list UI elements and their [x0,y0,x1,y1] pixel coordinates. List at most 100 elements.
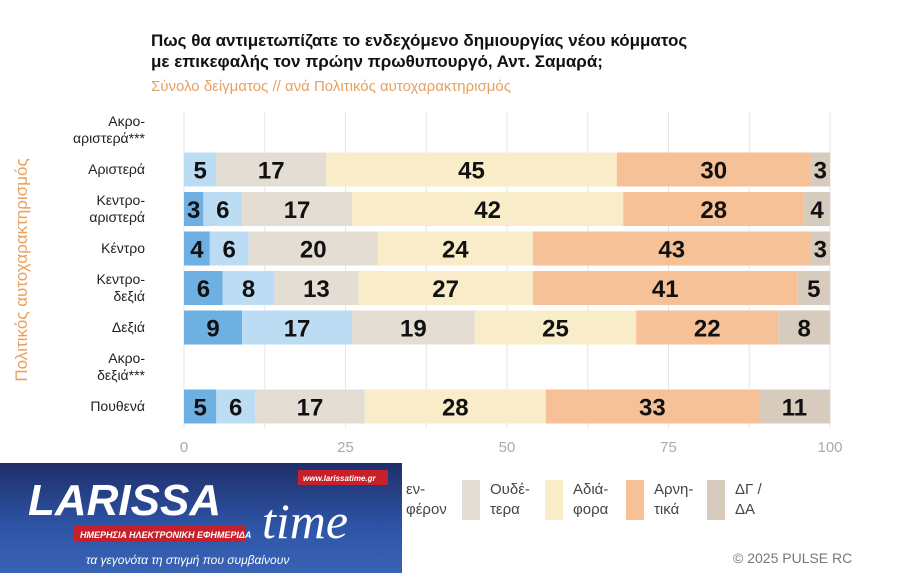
data-label: 27 [432,276,459,303]
chart-title: Πως θα αντιμετωπίζατε το ενδεχόμενο δημι… [151,30,687,72]
data-label: 33 [639,395,666,422]
bar-segment [326,152,617,187]
category-label-line: αριστερά*** [73,130,145,146]
logo-tagline-badge [74,526,246,542]
bar-segment [810,152,830,187]
legend-label-line: εν- [406,481,426,498]
title-line-1: Πως θα αντιμετωπίζατε το ενδεχόμενο δημι… [151,31,688,50]
bar-segment [222,271,275,305]
legend-item: Αρνη-τικά [626,480,704,520]
category-label: Κεντρο-δεξιά [45,271,145,305]
legend-label: ΔΓ / ΔΑ [735,480,785,520]
category-label-line: Ακρο- [108,113,145,129]
data-label: 17 [284,197,311,224]
larissatime-logo: www.larissatime.gr LARISSA time ΗΜΕΡΗΣΙΑ… [0,463,402,573]
bar-segment [209,231,249,266]
data-label: 28 [700,197,727,224]
bar-segment [216,389,256,424]
category-label: Δεξιά [45,319,145,336]
title-line-2: με επικεφαλής τον πρώην πρωθυπουργό, Αντ… [151,52,603,71]
bar-segment [274,271,359,305]
x-tick-label: 75 [660,439,677,456]
category-label: Ακρο-δεξιά*** [45,350,145,384]
legend-label: εν-φέρον [406,480,456,520]
data-label: 6 [223,237,236,264]
data-label: 17 [297,395,324,422]
logo-graphic: www.larissatime.gr LARISSA time ΗΜΕΡΗΣΙΑ… [28,470,388,567]
bar-segment [804,192,830,226]
category-label-line: αριστερά [89,209,145,225]
logo-url: www.larissatime.gr [303,474,377,483]
bar-segment [623,192,805,226]
bar-segment [248,231,378,266]
legend-label: Ουδέ-τερα [490,480,540,520]
bar-segment [616,152,811,187]
data-label: 6 [197,276,210,303]
bar-segment [242,192,352,226]
bar-segment [474,310,637,345]
category-label-line: Αριστερά [88,161,145,177]
legend-swatch [462,480,480,520]
logo-tagline: ΗΜΕΡΗΣΙΑ ΗΛΕΚΤΡΟΝΙΚΗ ΕΦΗΜΕΡΙΔΑ [80,530,251,540]
legend-item: ΔΓ / ΔΑ [707,480,785,520]
data-label: 3 [814,237,827,264]
data-label: 43 [658,237,685,264]
data-label: 30 [700,158,727,185]
category-label-line: Κεντρο- [96,192,145,208]
x-tick-label: 25 [337,439,354,456]
bar-segment [184,152,217,187]
legend-swatch [545,480,563,520]
logo-time: time [262,493,348,549]
bar-segment [358,271,533,305]
legend-label-line: ΔΑ [735,501,756,518]
data-label: 13 [303,276,330,303]
data-label: 45 [458,158,485,185]
bar-segment [636,310,779,345]
legend-swatch [626,480,644,520]
x-tick-label: 0 [180,439,188,456]
category-label-line: δεξιά [113,288,145,304]
data-label: 8 [797,316,810,343]
x-tick-label: 100 [817,439,842,456]
legend-label: Αδιά-φορα [573,480,623,520]
data-label: 3 [187,197,200,224]
bar-segment [810,231,830,266]
logo-slogan: τα γεγονότα τη στιγμή που συμβαίνουν [86,553,289,567]
legend-label-line: ΔΓ / [735,481,762,498]
legend-label-line: Αρνη- [654,481,694,498]
bar-segment [364,389,546,424]
data-label: 5 [193,158,206,185]
data-label: 3 [814,158,827,185]
data-label: 41 [652,276,679,303]
bar-segment [545,389,759,424]
logo-url-badge [298,470,388,485]
bar-segment [758,389,830,424]
category-label-line: δεξιά*** [97,367,145,383]
category-label-line: Κεντρο- [96,271,145,287]
category-label: Κέντρο [45,240,145,257]
data-label: 8 [242,276,255,303]
category-label-line: Ακρο- [108,350,145,366]
bar-segment [203,192,243,226]
legend-label-line: τερα [490,501,520,518]
data-label: 28 [442,395,469,422]
data-label: 19 [400,316,427,343]
category-label: Ακρο-αριστερά*** [45,113,145,147]
legend-swatch [707,480,725,520]
data-label: 6 [216,197,229,224]
data-label: 22 [694,316,721,343]
category-label-line: Κέντρο [101,240,145,256]
category-label: Πουθενά [45,398,145,415]
bar-segment [184,389,217,424]
data-label: 25 [542,316,569,343]
bar-segment [351,310,475,345]
data-label: 5 [193,395,206,422]
legend-item: Αδιά-φορα [545,480,623,520]
category-label: Αριστερά [45,161,145,178]
legend-label: Αρνη-τικά [654,480,704,520]
category-label: Κεντρο-αριστερά [45,192,145,226]
bar-segment [184,310,243,345]
data-label: 24 [442,237,469,264]
copyright: © 2025 PULSE RC [733,550,853,566]
